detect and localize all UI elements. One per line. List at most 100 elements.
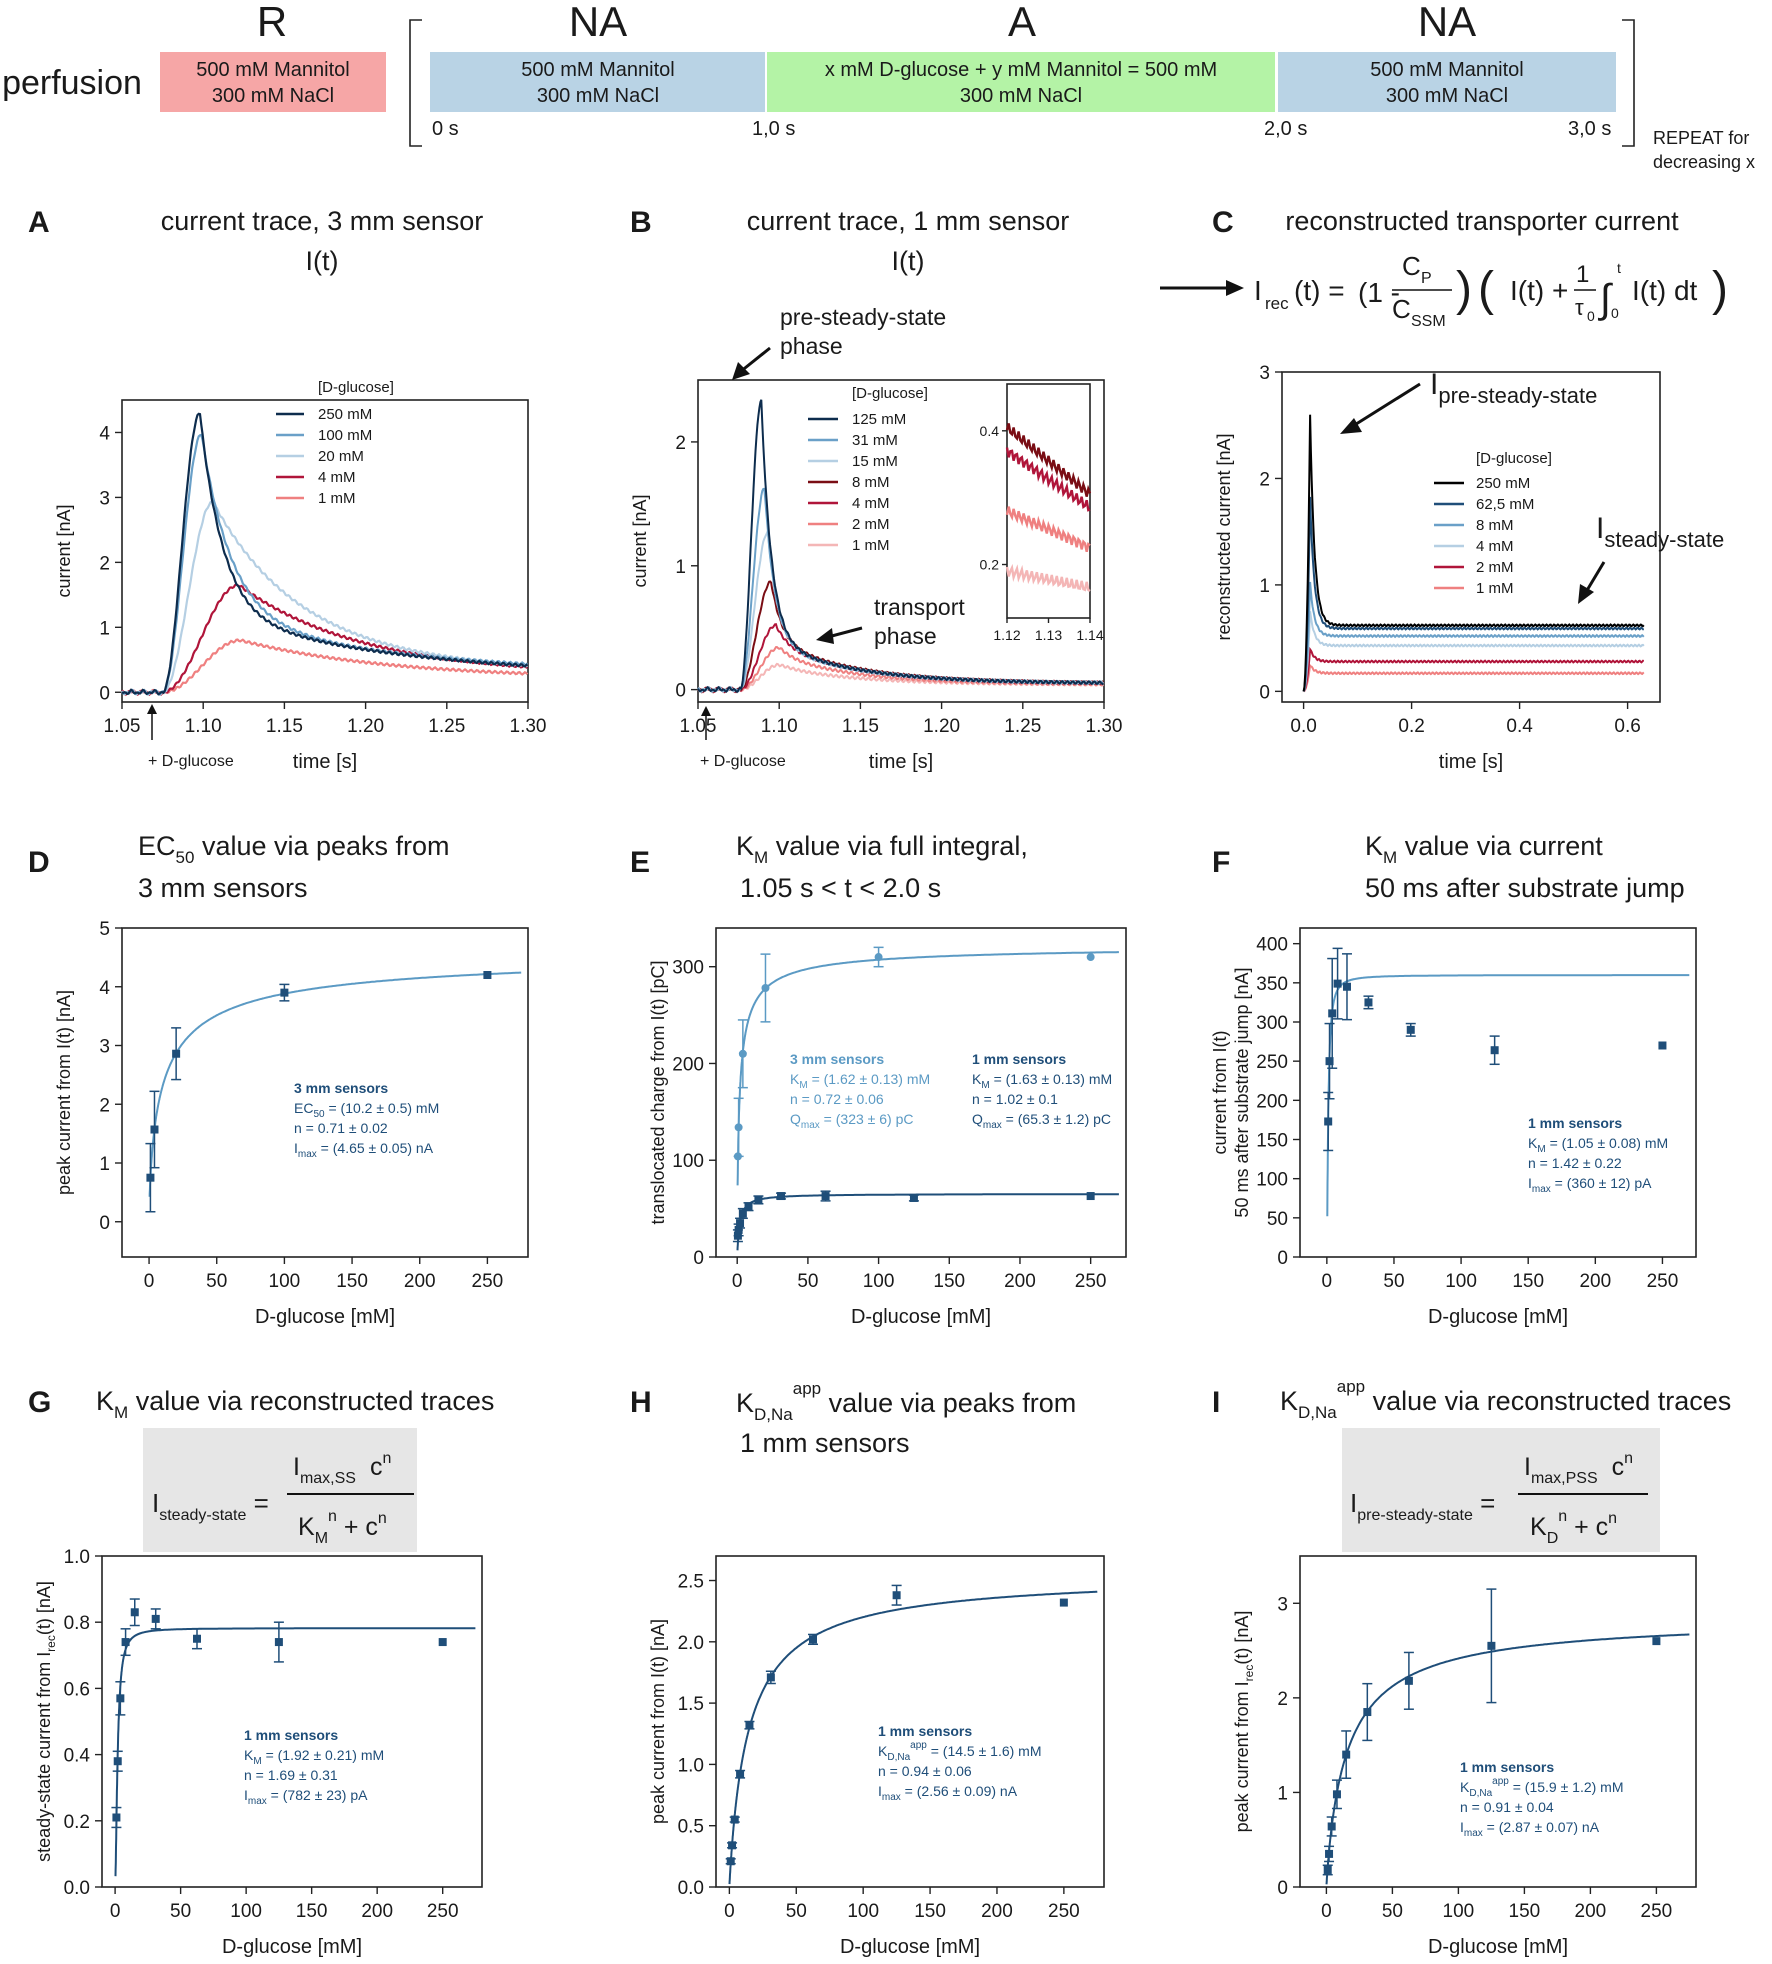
panel-g-fit-params: 1 mm sensors KM = (1.92 ± 0.21) mM n = 1…	[244, 1727, 384, 1807]
x-tick-label-h-5: 250	[1048, 1901, 1080, 1922]
phase-na1-line2: 300 mM NaCl	[537, 85, 659, 107]
data-point-d-3	[280, 988, 289, 997]
svg-text:n = 1.02 ± 0.1: n = 1.02 ± 0.1	[972, 1091, 1058, 1107]
x-tick-label-f-1: 50	[1383, 1271, 1404, 1292]
panel-f-fit-params: 1 mm sensors KM = (1.05 ± 0.08) mM n = 1…	[1528, 1115, 1668, 1195]
y-tick-label-d-1: 1	[99, 1154, 110, 1175]
inset-x-tick-label-1: 1.13	[1035, 627, 1062, 643]
svg-text:Imax = (2.87 ± 0.07) nA: Imax = (2.87 ± 0.07) nA	[1460, 1819, 1600, 1839]
panel-d-title2: 3 mm sensors	[138, 873, 308, 903]
phase-head-na1: NA	[569, 0, 627, 45]
x-axis-label-b: time [s]	[869, 751, 933, 773]
svg-text:KM = (1.62 ± 0.13) mM: KM = (1.62 ± 0.13) mM	[790, 1071, 930, 1091]
eq-itdt: I(t) dt	[1632, 275, 1698, 306]
trace-c-625mM	[1302, 496, 1645, 692]
y-tick-label-h-2: 1.0	[678, 1755, 704, 1776]
y-tick-label-i-0: 0	[1277, 1878, 1288, 1899]
y-axis-label-e: translocated charge from I(t) [pC]	[648, 960, 668, 1224]
eq-t: (t) =	[1294, 275, 1345, 306]
legend-label-b-6: 1 mM	[852, 537, 890, 554]
data-point-d-2	[172, 1049, 181, 1058]
plot-frame-h	[715, 1555, 1105, 1888]
phase-box-na2	[1278, 52, 1616, 112]
panel-h-title: KD,Naapp value via peaks from 1 mm senso…	[736, 1379, 1076, 1458]
svg-text:KD,Naapp = (14.5 ± 1.6) mM: KD,Naapp = (14.5 ± 1.6) mM	[878, 1740, 1042, 1763]
data-point-e3-5	[1086, 953, 1095, 962]
x-tick-label-i-3: 150	[1509, 1901, 1541, 1922]
panel-letter-i: I	[1212, 1386, 1220, 1419]
trace-a-1mM	[121, 638, 529, 697]
y-tick-label-e-1: 100	[672, 1151, 704, 1172]
x-tick-label-d-5: 250	[472, 1271, 504, 1292]
phase-box-r	[160, 52, 386, 112]
svg-text:KM value via reconstructed tra: KM value via reconstructed traces	[96, 1386, 494, 1422]
y-tick-label-d-2: 2	[99, 1095, 110, 1116]
data-point-e1-8	[909, 1193, 918, 1202]
perfusion-label: perfusion	[2, 64, 142, 102]
perfusion-scheme: perfusion R 500 mM Mannitol 300 mM NaCl …	[2, 0, 1755, 172]
x-tick-label-h-3: 150	[914, 1901, 946, 1922]
y-tick-label-f-2: 100	[1256, 1170, 1288, 1191]
panel-c-annotation-ss: Isteady-state	[1578, 512, 1724, 604]
y-axis-label-i: peak current from Irec(t) [nA]	[1232, 1611, 1256, 1833]
panel-letter-e: E	[630, 846, 650, 879]
eq-paren-close-1: )	[1456, 263, 1472, 316]
panel-b-marker: + D-glucose	[700, 706, 786, 770]
x-tick-label-g-5: 250	[427, 1901, 459, 1922]
legend-label-a-1: 100 mM	[318, 427, 372, 444]
eq-one-minus: (1 -	[1358, 277, 1400, 308]
data-point-e1-1	[734, 1225, 743, 1234]
y-tick-label-h-0: 0.0	[678, 1878, 704, 1899]
x-tick-label-h-1: 50	[786, 1901, 807, 1922]
eq-cssm: C	[1392, 294, 1411, 324]
y-tick-label-i-2: 2	[1277, 1689, 1288, 1710]
data-point-h-5	[766, 1673, 775, 1682]
inset-y-tick-label-0: 0.2	[980, 557, 1000, 573]
legend-label-b-4: 4 mM	[852, 495, 890, 512]
plot-frame-i	[1299, 1555, 1697, 1888]
trace-a-250mM	[121, 412, 528, 696]
panel-a-title: current trace, 3 mm sensor	[161, 206, 484, 236]
x-axis-label-d: D-glucose [mM]	[255, 1306, 395, 1328]
legend-label-c-4: 2 mM	[1476, 559, 1514, 576]
svg-text:KDn + cn: KDn + cn	[1530, 1508, 1617, 1547]
data-point-e1-5	[754, 1195, 763, 1204]
y-tick-label-e-3: 300	[672, 958, 704, 979]
panel-i-fit-params: 1 mm sensors KD,Naapp = (15.9 ± 1.2) mM …	[1460, 1759, 1624, 1839]
trace-c-2mM	[1302, 646, 1645, 693]
phase-na2-line2: 300 mM NaCl	[1386, 85, 1508, 107]
data-point-i-8	[1652, 1637, 1661, 1646]
x-tick-label-d-0: 0	[144, 1271, 155, 1292]
svg-text:1 mm sensors: 1 mm sensors	[972, 1051, 1066, 1067]
data-point-e1-2	[736, 1219, 745, 1228]
eq-paren-open-2: (	[1478, 263, 1494, 316]
plot-frame-f	[1299, 927, 1697, 1258]
data-point-h-6	[809, 1635, 817, 1644]
svg-text:Imax = (782 ± 23) pA: Imax = (782 ± 23) pA	[244, 1787, 368, 1807]
x-tick-label-h-0: 0	[724, 1901, 735, 1922]
phase-box-a	[767, 52, 1275, 112]
y-tick-label-h-1: 0.5	[678, 1817, 704, 1838]
svg-text:+ D-glucose: + D-glucose	[700, 753, 786, 770]
legend-label-a-4: 1 mM	[318, 490, 356, 507]
inset-x-tick-label-2: 1.14	[1076, 627, 1103, 643]
data-point-f-4	[1342, 982, 1351, 991]
data-point-d-4	[483, 971, 492, 979]
eq-rec: rec	[1265, 294, 1289, 313]
data-point-e1-4	[744, 1202, 753, 1211]
y-tick-label-f-7: 350	[1256, 974, 1288, 995]
panel-e-title2: 1.05 s < t < 2.0 s	[740, 873, 941, 903]
svg-text:1 mm sensors: 1 mm sensors	[1460, 1759, 1554, 1775]
x-tick-label-b-4: 1.25	[1004, 716, 1041, 737]
x-tick-label-g-4: 200	[361, 1901, 393, 1922]
x-tick-label-b-1: 1.10	[761, 716, 798, 737]
data-point-g-0	[112, 1813, 121, 1822]
x-tick-label-a-3: 1.20	[347, 716, 384, 737]
y-tick-label-f-6: 300	[1256, 1013, 1288, 1034]
panel-h-fit-params: 1 mm sensors KD,Naapp = (14.5 ± 1.6) mM …	[878, 1723, 1042, 1803]
y-tick-label-a-1: 1	[99, 618, 110, 639]
legend-label-c-5: 1 mM	[1476, 580, 1514, 597]
phase-na2-line1: 500 mM Mannitol	[1370, 59, 1523, 81]
y-axis-label-g: steady-state current from Irec(t) [nA]	[34, 1581, 58, 1862]
legend-label-b-0: 125 mM	[852, 411, 906, 428]
